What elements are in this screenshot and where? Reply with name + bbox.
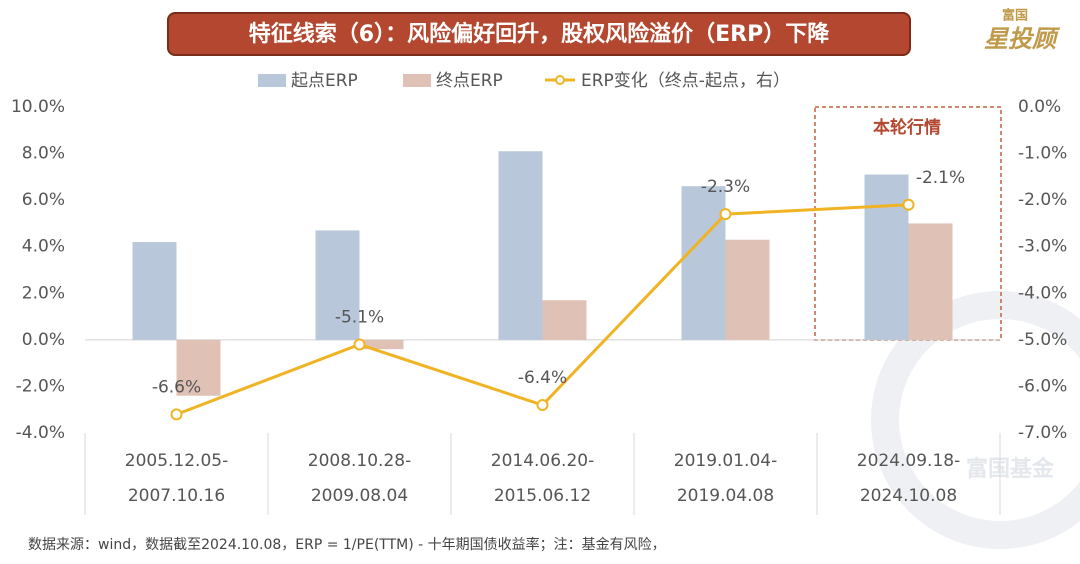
y2-tick-label: -3.0% <box>1018 237 1067 257</box>
y-tick-label: 2.0% <box>22 283 65 303</box>
y2-tick-label: -1.0% <box>1018 144 1067 164</box>
x-tick-label: 2008.10.28- <box>308 451 411 471</box>
bar <box>315 230 360 340</box>
x-tick-label: 2009.08.04 <box>311 486 408 506</box>
y2-tick-label: 0.0% <box>1018 97 1061 117</box>
x-tick-label: 2019.04.08 <box>677 486 774 506</box>
logo-top: 富国 <box>1002 8 1028 24</box>
y-tick-label: 0.0% <box>22 330 65 350</box>
bar <box>864 174 909 340</box>
x-tick-label: 2024.10.08 <box>860 486 957 506</box>
legend-label: ERP变化（终点-起点，右） <box>581 71 790 91</box>
value-label: -2.3% <box>701 177 750 197</box>
line-marker <box>902 198 915 211</box>
y2-tick-label: -6.0% <box>1018 376 1067 396</box>
line-marker <box>536 399 549 412</box>
legend-swatch <box>258 74 286 87</box>
y-tick-label: 4.0% <box>22 237 65 257</box>
x-tick-label: 2024.09.18- <box>857 451 960 471</box>
x-tick-label: 2005.12.05- <box>125 451 228 471</box>
bar <box>542 300 587 340</box>
line-marker <box>719 208 732 221</box>
value-label: -6.4% <box>518 368 567 388</box>
bar <box>176 339 221 396</box>
annotation: 本轮行情 <box>873 117 941 138</box>
value-label: -2.1% <box>916 168 965 188</box>
bar <box>681 186 726 340</box>
y2-tick-label: -2.0% <box>1018 190 1067 210</box>
title-box <box>167 12 911 56</box>
y-tick-label: 6.0% <box>22 190 65 210</box>
chart-title: 特征线索（6）：风险偏好回升，股权风险溢价（ERP）下降 <box>249 21 830 47</box>
bar <box>132 242 177 340</box>
legend-swatch <box>403 74 431 87</box>
watermark-ring <box>871 291 1080 549</box>
y-tick-label: -4.0% <box>16 423 65 443</box>
y2-tick-label: -7.0% <box>1018 423 1067 443</box>
bar <box>359 339 404 350</box>
y2-tick-label: -5.0% <box>1018 330 1067 350</box>
value-label: -5.1% <box>335 308 384 328</box>
line-marker <box>170 408 183 421</box>
value-label: -6.6% <box>152 377 201 397</box>
x-tick-label: 2007.10.16 <box>128 486 225 506</box>
y2-tick-label: -4.0% <box>1018 283 1067 303</box>
bar <box>498 151 543 340</box>
x-tick-label: 2019.01.04- <box>674 451 777 471</box>
x-tick-label: 2015.06.12 <box>494 486 591 506</box>
bar <box>908 223 953 340</box>
y-tick-label: 8.0% <box>22 144 65 164</box>
legend-swatch <box>555 75 565 85</box>
y-tick-label: -2.0% <box>16 376 65 396</box>
logo-main: 星投顾 <box>984 25 1061 53</box>
y-tick-label: 10.0% <box>11 97 65 117</box>
legend-label: 终点ERP <box>436 71 503 91</box>
bar <box>725 239 770 340</box>
legend-label: 起点ERP <box>291 71 358 91</box>
x-tick-label: 2014.06.20- <box>491 451 594 471</box>
line-marker <box>353 338 366 351</box>
footnote: 数据来源：wind，数据截至2024.10.08，ERP = 1/PE(TTM)… <box>28 536 666 553</box>
watermark: 富国基金 <box>966 456 1055 482</box>
